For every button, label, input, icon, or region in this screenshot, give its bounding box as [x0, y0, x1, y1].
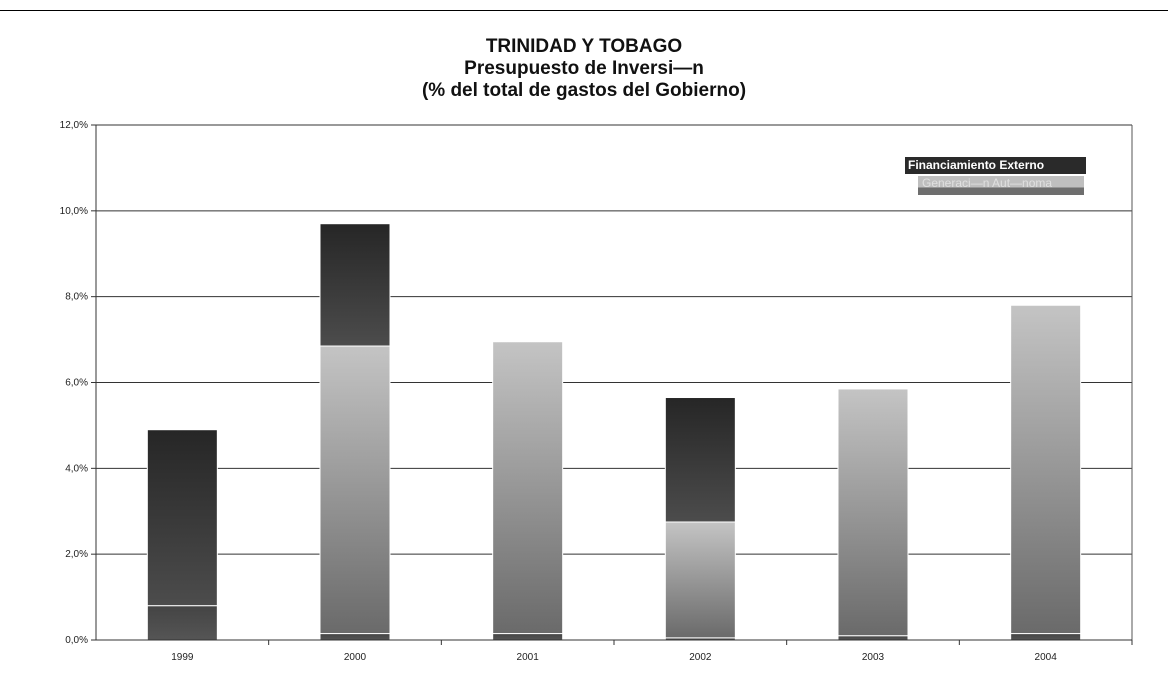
- chart-title-line1: TRINIDAD Y TOBAGO: [485, 36, 683, 57]
- x-tick-label: 2000: [344, 652, 367, 663]
- x-tick-label: 2004: [1035, 652, 1058, 663]
- bar-segment: [492, 633, 564, 641]
- bar-segment: [319, 223, 391, 347]
- chart-title-line3: (% del total de gastos del Gobierno): [421, 80, 747, 101]
- x-tick-label: 2003: [862, 652, 885, 663]
- y-tick-label: 2,0%: [65, 549, 88, 560]
- x-tick-label: 2002: [689, 652, 712, 663]
- y-tick-label: 6,0%: [65, 378, 88, 389]
- bar-segment: [837, 388, 909, 637]
- bar-segment: [146, 605, 218, 641]
- bars: [146, 223, 1082, 641]
- bar-segment: [664, 397, 736, 523]
- bar-segment: [1010, 304, 1082, 635]
- bar-segment: [492, 341, 564, 635]
- page-top-rule: [0, 10, 1168, 11]
- y-tick-label: 12,0%: [60, 120, 88, 131]
- bar-segment: [319, 633, 391, 641]
- legend-financiamiento-externo: Financiamiento Externo: [905, 157, 1086, 174]
- axes: [91, 124, 1133, 645]
- bar-segment: [664, 521, 736, 639]
- chart-title-line2: Presupuesto de Inversi—n: [464, 58, 704, 79]
- y-tick-label: 10,0%: [60, 206, 88, 217]
- x-tick-label: 2001: [517, 652, 540, 663]
- y-tick-label: 4,0%: [65, 463, 88, 474]
- axis-labels: 0,0% 2,0% 4,0% 6,0% 8,0% 10,0% 12,0% 1999 2000 20…: [60, 120, 1058, 663]
- grid-lines: [96, 124, 1132, 555]
- bar-segment: [146, 429, 218, 607]
- y-tick-label: 8,0%: [65, 292, 88, 303]
- bar-segment: [1010, 633, 1082, 641]
- legend-generacion-autonoma: Generaci—n Aut—noma: [918, 176, 1084, 195]
- y-tick-label: 0,0%: [65, 635, 88, 646]
- x-tick-label: 1999: [171, 652, 194, 663]
- bar-segment: [837, 635, 909, 641]
- bar-segment: [319, 345, 391, 635]
